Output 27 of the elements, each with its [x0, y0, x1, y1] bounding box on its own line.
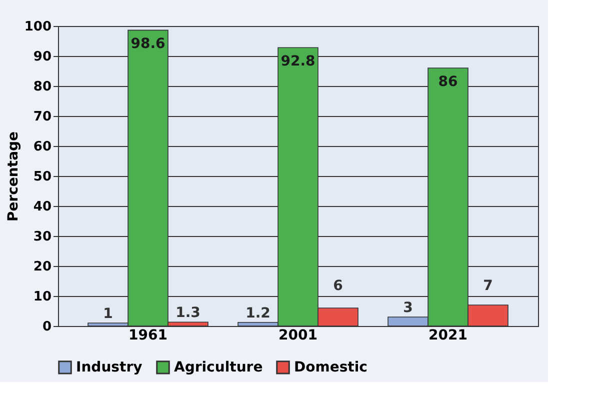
legend-label: Agriculture [174, 359, 263, 376]
y-tick-label: 10 [33, 290, 52, 304]
y-tick-label: 100 [24, 20, 52, 34]
data-label: 98.6 [130, 36, 166, 52]
y-tick-label: 90 [33, 50, 52, 64]
data-label: 7 [483, 278, 493, 294]
y-tick-label: 30 [33, 230, 52, 244]
x-tick-label: 2021 [428, 328, 468, 344]
data-label: 1.3 [176, 305, 200, 322]
data-label: 3 [403, 300, 413, 316]
data-label: 6 [333, 278, 343, 294]
legend-label: Domestic [294, 359, 368, 376]
data-label: 1.2 [246, 305, 270, 322]
y-tick-label: 50 [33, 170, 52, 184]
y-tick-label: 20 [33, 260, 52, 274]
y-tick-label: 80 [33, 80, 52, 94]
y-tick-label: 0 [42, 320, 52, 334]
x-tick-label: 1961 [128, 328, 168, 344]
y-tick-label: 70 [33, 110, 52, 124]
data-label: 92.8 [280, 54, 316, 70]
x-tick-label: 2001 [278, 328, 318, 344]
y-tick-label: 60 [33, 140, 52, 154]
y-axis-title: Percentage [5, 131, 22, 222]
legend-label: Industry [76, 359, 142, 376]
y-tick-label: 40 [33, 200, 52, 214]
data-label: 86 [438, 74, 458, 90]
data-label: 1 [103, 306, 113, 322]
